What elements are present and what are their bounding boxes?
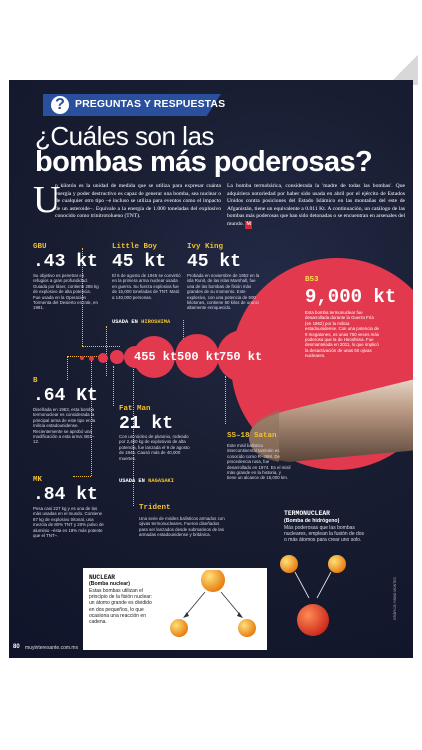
dot-tiny-1 <box>80 356 84 360</box>
nuclear-text: Estas bombas utilizan el principio de la… <box>89 588 153 626</box>
gbu-hline <box>82 346 120 347</box>
question-mark-icon: ? <box>55 96 65 113</box>
mk-text: Pesa casi 227 kg y es una de las más usa… <box>33 506 104 539</box>
nuclear-title: NUCLEAR <box>89 574 115 581</box>
nuclear-box <box>83 568 267 650</box>
bottom-margin <box>0 658 422 750</box>
trident-text: Una serie de misiles balísticos armados … <box>139 516 225 538</box>
b-name: B <box>33 377 38 385</box>
ss18-name: SS–18 Satan <box>227 432 277 440</box>
circle-750 <box>217 330 269 382</box>
bomb-illustration <box>249 379 413 462</box>
end-mark: M <box>245 220 253 229</box>
littleboy-line <box>106 326 107 376</box>
fission-diagram <box>170 570 256 637</box>
mk-line <box>91 360 92 476</box>
ss18-line <box>225 376 226 424</box>
littleboy-used-label: USADA EN <box>112 319 138 325</box>
thermo-title: TERMONUCLEAR <box>284 510 331 517</box>
littleboy-name: Little Boy <box>112 243 158 251</box>
b-text: Diseñada en 1963, esta bomba termonuclea… <box>33 407 96 445</box>
littleboy-value: 45 kt <box>112 252 167 272</box>
fatman-used-place: NAGASAKI <box>148 478 175 484</box>
gbu-line <box>82 248 83 346</box>
graphic-credit: GRÁFICO: FABIO MONTES <box>393 577 397 620</box>
circle-500 <box>175 334 219 378</box>
b53-value: 9,000 kt <box>305 286 397 308</box>
b53-name: B53 <box>305 276 319 284</box>
title-line-2: bombas más poderosas? <box>35 146 373 178</box>
atom-a <box>280 555 298 573</box>
question-badge: ? <box>49 94 71 116</box>
b-value: .64 Kt <box>33 386 98 406</box>
ivyking-line <box>183 320 184 345</box>
dot-tiny-2 <box>89 356 94 361</box>
arrow-right <box>220 591 242 617</box>
section-header <box>43 94 221 116</box>
ivyking-value: 45 kt <box>187 252 242 272</box>
magazine-page: ? PREGUNTAS Y RESPUESTAS ¿Cuáles son las… <box>9 80 413 658</box>
b53-text: Esta bomba termonuclear fue desarrollada… <box>305 310 379 359</box>
atom-small-left <box>170 619 188 637</box>
nuclear-subtitle: (Bomba nuclear) <box>89 581 130 587</box>
gbu-value: .43 kt <box>33 252 98 272</box>
fatman-used: USADA EN NAGASAKI <box>119 478 174 484</box>
fatman-line <box>113 366 114 406</box>
littleboy-text: El 6 de agosto de 1945 se convirtió en l… <box>112 273 181 300</box>
ss18-text: Este misil balístico intercontinental ta… <box>227 443 291 481</box>
top-margin <box>0 0 422 80</box>
dropcap: U <box>33 179 61 221</box>
fatman-name: Fat Man <box>119 405 151 413</box>
atom-small-right <box>238 619 256 637</box>
fatman-text: Con un núcleo de plutonio, rodeado por 2… <box>119 434 190 461</box>
arrow-left <box>184 591 206 617</box>
circle-455 <box>133 336 175 378</box>
mk-name: MK <box>33 476 43 484</box>
atom-large <box>201 570 225 592</box>
mk-value: .84 kt <box>33 485 98 505</box>
ivyking-text: Probada en noviembre de 1952 en la isla … <box>187 273 260 311</box>
trident-line <box>133 364 134 506</box>
b-hline <box>67 356 107 357</box>
mk-hline <box>73 476 91 477</box>
circle-500-label: 500 kt <box>177 350 221 364</box>
trident-name: Trident <box>139 504 171 512</box>
circle-455-label: 455 kt <box>134 350 178 364</box>
intro-col-1: n kilotón es la unidad de medida que se … <box>55 183 221 220</box>
b-line <box>67 356 68 380</box>
fatman-value: 21 kt <box>119 414 174 434</box>
thermo-subtitle: (Bomba de hidrógeno) <box>284 518 340 524</box>
site-url: muyinteresante.com.mx <box>25 645 79 651</box>
atom-fused <box>297 604 329 636</box>
ivyking-name: Ivy King <box>187 243 224 251</box>
intro-col-2: La bomba termobárica, considerada la 'ma… <box>227 183 405 229</box>
dot-small-1 <box>98 353 108 363</box>
section-title: PREGUNTAS Y RESPUESTAS <box>75 98 226 110</box>
fatman-used-label: USADA EN <box>119 478 145 484</box>
dot-small-2 <box>110 350 124 364</box>
fusion-diagram <box>280 555 346 636</box>
circle-750-label: 750 kt <box>219 350 263 364</box>
atom-b <box>328 555 346 573</box>
thermo-text: Más poderosas que las bombas nucleares, … <box>284 525 365 544</box>
page-number: 80 <box>13 644 20 650</box>
littleboy-used-place: HIROSHIMA <box>141 319 171 325</box>
gbu-name: GBU <box>33 243 47 251</box>
intro-col-2-text: La bomba termobárica, considerada la 'ma… <box>227 183 406 227</box>
title-line-1: ¿Cuáles son las <box>35 121 214 151</box>
littleboy-used: USADA EN HIROSHIMA <box>112 319 170 325</box>
gbu-text: Su objetivo es penetrar en refugios a gr… <box>33 273 99 311</box>
